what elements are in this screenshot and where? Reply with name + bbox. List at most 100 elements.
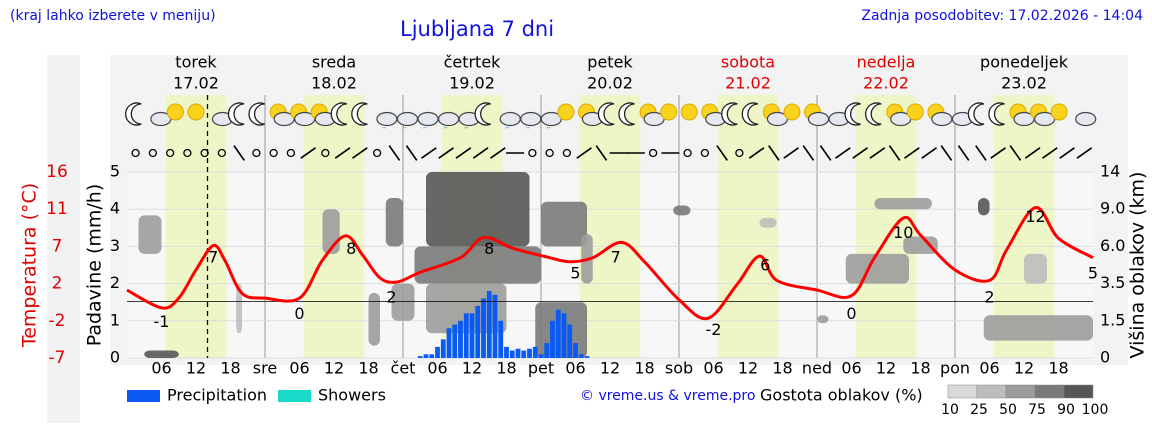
temperature-label: 0 (846, 304, 856, 323)
cloud-area (414, 246, 541, 284)
moon-icon (351, 102, 368, 126)
moon-icon (741, 102, 759, 126)
sun-icon (660, 103, 678, 121)
x-tick-label: 12 (738, 359, 758, 378)
wind-barb (576, 147, 592, 159)
wind-barb (455, 147, 472, 159)
wind-barb (352, 147, 368, 159)
wind-barb (438, 147, 454, 159)
y2-tick-label: 14 (1100, 162, 1120, 181)
cloud-area (535, 302, 587, 358)
rain-icon: ′′ (464, 127, 468, 137)
wind-barb (233, 145, 245, 161)
precipitation-bar (435, 346, 440, 358)
wind-barb (975, 145, 987, 161)
precipitation-bar (440, 339, 446, 358)
rain-icon: ′′ (402, 127, 406, 137)
cloud-legend-swatch (1034, 384, 1065, 399)
cloud-area (368, 292, 380, 346)
x-tick-label: 06 (979, 359, 999, 378)
x-tick-label: 06 (565, 359, 585, 378)
cloud-area (759, 217, 777, 228)
x-tick-label: sob (665, 359, 693, 378)
cloud-area (903, 236, 938, 254)
y-tick-label: 0 (110, 348, 120, 367)
rain-icon: ′′ (526, 127, 530, 137)
wind-barb (1009, 145, 1022, 161)
rain-icon: ′′ (546, 127, 550, 137)
cloud-area (845, 253, 909, 284)
wind-barb (300, 147, 316, 159)
page-title: Ljubljana 7 dni (400, 17, 554, 41)
day-name: sreda (312, 53, 356, 72)
wind-barb (1059, 147, 1075, 159)
wind-calm (269, 148, 278, 158)
cloud-icon (417, 111, 439, 127)
precipitation-bar (498, 320, 504, 358)
temperature-label: 2 (386, 288, 396, 307)
temperature-line (126, 206, 1094, 321)
x-tick-label: 18 (910, 359, 930, 378)
temperature-label: 8 (346, 239, 356, 258)
wind-barb (852, 147, 868, 159)
x-tick-label: 18 (1048, 359, 1068, 378)
wind-barb (1024, 147, 1041, 159)
precipitation-bar (492, 294, 498, 358)
moon-icon (844, 102, 861, 126)
y-tick-label: 4 (110, 199, 120, 218)
precipitation-bar (532, 346, 538, 358)
day-date: 21.02 (725, 74, 771, 93)
wind-calm (545, 148, 554, 158)
legend-label[interactable]: Precipitation (167, 386, 267, 405)
wind-calm (252, 148, 261, 158)
credit[interactable]: © vreme.us & vreme.pro (580, 388, 755, 404)
temperature-tick-label: 11 (46, 199, 68, 219)
wind-barb (921, 147, 937, 159)
temperature-label: 0 (294, 304, 304, 323)
precipitation-bar (567, 324, 573, 358)
precipitation-bar (429, 354, 435, 358)
wind-calm (528, 148, 537, 158)
y2-tick-label: 9.0 (1100, 199, 1125, 218)
day-date: 20.02 (587, 74, 633, 93)
note[interactable]: (kraj lahko izberete v meniju) (10, 8, 216, 24)
wind-calm (200, 148, 209, 158)
temperature-label: 7 (611, 247, 621, 266)
marks: -1 7 0 8 2 8 5 7 -2 6 0 10 2 12 5 (126, 95, 1098, 358)
wind-calm (372, 148, 382, 158)
wind-barb (990, 147, 1006, 159)
wind-calm (165, 148, 175, 158)
wind-barb (405, 145, 418, 161)
wind-barb (595, 145, 608, 161)
precipitation-bar (469, 313, 475, 358)
wind-calm (286, 148, 296, 158)
day-name: četrtek (444, 53, 502, 72)
cloud-area (983, 315, 1093, 341)
y2-tick-label: 0 (1100, 348, 1110, 367)
legend-swatch (127, 390, 160, 402)
wind-barb (869, 147, 886, 159)
temperature-tick-label: 16 (46, 162, 68, 182)
temperature-label: -2 (706, 320, 722, 339)
x-tick-label: 12 (462, 359, 482, 378)
wind-barb (1042, 147, 1058, 159)
x-tick-label: 18 (772, 359, 792, 378)
x-tick-label: ned (802, 359, 832, 378)
day-date: 22.02 (863, 74, 909, 93)
temperature-label: 8 (484, 239, 494, 258)
wind-barb (940, 145, 953, 161)
cloud-area (236, 283, 242, 334)
wind-barb (904, 147, 920, 159)
y2-axis-label: Višina oblakov (km) (1127, 172, 1149, 359)
x-tick-label: čet (391, 359, 416, 378)
precipitation-bar (417, 356, 423, 358)
precipitation-bar (515, 348, 521, 358)
wind-calm (735, 148, 744, 158)
cloud-area (673, 205, 691, 216)
day-name: sobota (721, 53, 775, 72)
y-tick-label: 1 (110, 310, 120, 329)
temperature-tick-label: 2 (52, 274, 63, 294)
legend-label[interactable]: Showers (318, 386, 386, 405)
precipitation-bar (463, 313, 469, 358)
